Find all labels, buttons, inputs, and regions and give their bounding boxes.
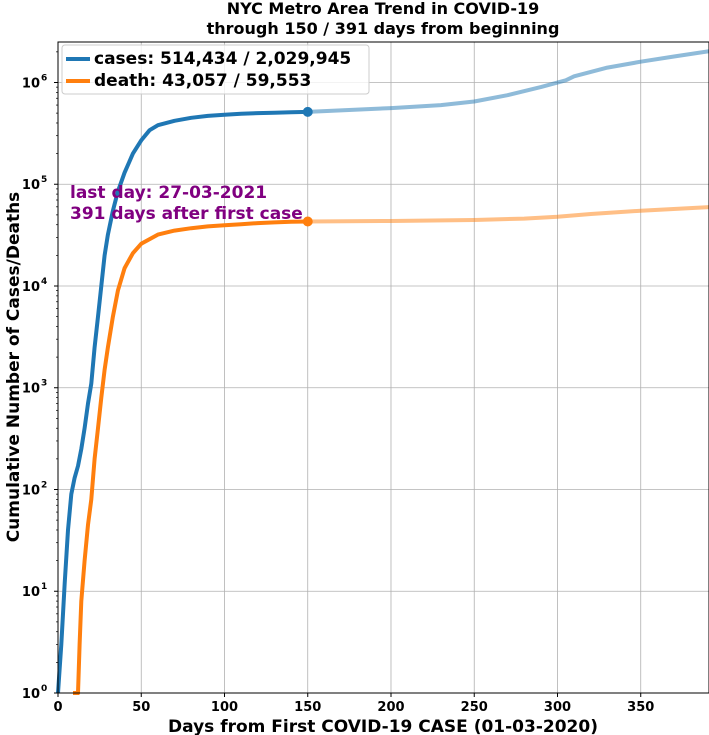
series-layer <box>56 49 709 695</box>
y-tick-exponent: 6 <box>41 73 47 83</box>
x-tick-label: 150 <box>294 700 321 715</box>
y-tick-exponent: 5 <box>41 175 47 185</box>
y-tick-exponent: 4 <box>41 277 47 287</box>
y-tick-label: 10 <box>22 687 40 702</box>
series-line-death-projection <box>307 205 709 224</box>
chart-subtitle: through 150 / 391 days from beginning <box>207 19 560 38</box>
x-tick-label: 100 <box>211 700 238 715</box>
x-tick-label: 250 <box>461 700 488 715</box>
legend-label-death: death: 43,057 / 59,553 <box>94 71 311 91</box>
legend-label-cases: cases: 514,434 / 2,029,945 <box>94 49 351 69</box>
x-tick-label: 300 <box>544 700 571 715</box>
chart-title: NYC Metro Area Trend in COVID-19 <box>227 0 540 18</box>
y-tick-label: 10 <box>22 280 40 295</box>
series-line-cases <box>56 109 308 694</box>
x-tick-label: 0 <box>53 700 62 715</box>
series-line-cases-projection <box>307 49 709 114</box>
y-tick-exponent: 2 <box>41 480 47 490</box>
y-tick-label: 10 <box>22 76 40 91</box>
x-tick-label: 200 <box>377 700 404 715</box>
y-tick-exponent: 1 <box>41 582 47 592</box>
current-point-cases <box>302 106 313 117</box>
y-tick-exponent: 3 <box>41 379 47 389</box>
grid-lines <box>57 42 709 694</box>
x-tick-label: 350 <box>627 700 654 715</box>
annotation-days-after: 391 days after first case <box>70 204 303 224</box>
annotation-last-day: last day: 27-03-2021 <box>70 183 267 203</box>
y-tick-label: 10 <box>22 382 40 397</box>
x-tick-label: 50 <box>132 700 150 715</box>
legend-box <box>61 44 370 95</box>
plot-frame <box>57 41 709 694</box>
current-point-death <box>302 216 313 227</box>
y-tick-exponent: 0 <box>41 684 47 694</box>
legend: cases: 514,434 / 2,029,945 death: 43,057… <box>61 44 370 95</box>
y-tick-label: 10 <box>22 483 40 498</box>
x-axis-label: Days from First COVID-19 CASE (01-03-202… <box>168 717 598 735</box>
y-axis-label: Cumulative Number of Cases/Deaths <box>4 192 24 543</box>
y-tick-label: 10 <box>22 178 40 193</box>
series-line-death <box>73 219 308 695</box>
y-tick-label: 10 <box>22 585 40 600</box>
